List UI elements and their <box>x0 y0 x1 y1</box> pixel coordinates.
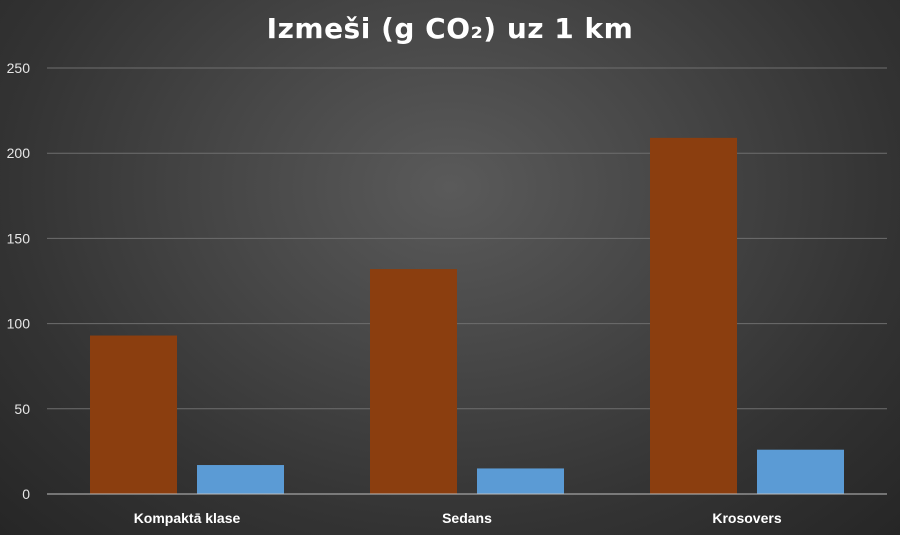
y-tick-label: 100 <box>7 316 31 332</box>
bar-series2-1 <box>477 468 564 494</box>
y-tick-label: 50 <box>14 401 30 417</box>
y-tick-label: 250 <box>7 60 31 76</box>
bar-series1-2 <box>650 137 737 494</box>
chart-title: Izmeši (g CO₂) uz 1 km <box>266 12 634 45</box>
bar-series1-1 <box>370 269 457 494</box>
y-axis: 0 50 100 150 200 250 <box>7 60 31 502</box>
category-label: Krosovers <box>712 510 781 526</box>
bars <box>90 137 844 494</box>
y-tick-label: 0 <box>22 486 30 502</box>
category-label: Kompaktā klase <box>134 510 241 526</box>
bar-series2-0 <box>197 465 284 494</box>
y-tick-label: 200 <box>7 145 31 161</box>
category-labels: Kompaktā klase Sedans Krosovers <box>134 510 782 526</box>
y-tick-label: 150 <box>7 230 31 246</box>
category-label: Sedans <box>442 510 492 526</box>
bar-series2-2 <box>757 449 844 494</box>
gridlines <box>47 67 887 410</box>
bar-series1-0 <box>90 335 177 494</box>
